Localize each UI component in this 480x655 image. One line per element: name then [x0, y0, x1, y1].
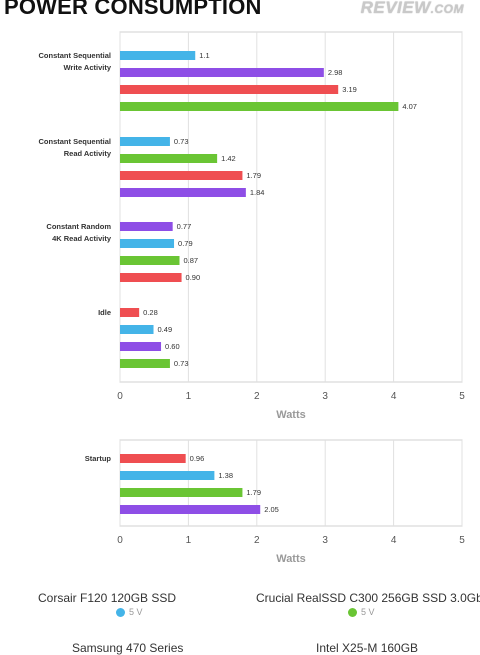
bar-crucial — [120, 154, 218, 163]
data-label: 2.05 — [264, 505, 279, 514]
data-label: 1.1 — [199, 51, 209, 60]
category-label: Constant Sequential — [38, 51, 111, 60]
x-tick-label: 5 — [459, 535, 465, 546]
data-label: 0.77 — [177, 222, 192, 231]
data-label: 1.38 — [218, 471, 233, 480]
category-label: Read Activity — [64, 149, 112, 158]
data-label: 0.28 — [143, 308, 158, 317]
bar-intel — [120, 454, 186, 463]
data-label: 0.96 — [190, 454, 205, 463]
bar-corsair — [120, 325, 154, 334]
data-label: 1.42 — [221, 154, 236, 163]
legend-dot-corsair — [116, 608, 125, 617]
bar-samsung — [120, 222, 173, 231]
legend-sub-crucial: 5 V — [361, 607, 375, 617]
data-label: 0.73 — [174, 137, 189, 146]
bar-corsair — [120, 471, 215, 480]
bar-samsung — [120, 68, 324, 77]
legend-dot-crucial — [348, 608, 357, 617]
bar-samsung — [120, 188, 246, 197]
data-label: 2.98 — [328, 68, 343, 77]
x-tick-label: 1 — [186, 535, 192, 546]
page-title: POWER CONSUMPTION — [4, 0, 262, 19]
category-label: Constant Random — [46, 222, 111, 231]
x-tick-label: 3 — [322, 535, 328, 546]
bar-corsair — [120, 239, 175, 248]
category-label: Write Activity — [63, 63, 111, 72]
legend-sub-corsair: 5 V — [129, 607, 143, 617]
site-logo: REVIEW.COM — [360, 0, 464, 17]
data-label: 0.79 — [178, 239, 193, 248]
data-label: 0.87 — [184, 256, 199, 265]
category-label: Constant Sequential — [38, 137, 111, 146]
category-label: 4K Read Activity — [52, 234, 112, 243]
bar-intel — [120, 85, 339, 94]
bar-intel — [120, 171, 243, 180]
data-label: 0.49 — [158, 325, 173, 334]
bar-crucial — [120, 256, 180, 265]
legend-name-corsair: Corsair F120 120GB SSD — [38, 591, 177, 605]
data-label: 1.79 — [246, 171, 261, 180]
bar-crucial — [120, 102, 399, 111]
chart-power-activities: 0 1 2 3 4 5 Watts Constant Sequential Write Acti… — [38, 31, 465, 421]
x-tick-label: 4 — [391, 391, 397, 402]
data-label: 0.60 — [165, 342, 180, 351]
x-tick-label: 1 — [186, 391, 192, 402]
x-axis-label: Watts — [276, 553, 306, 565]
data-label: 0.73 — [174, 359, 189, 368]
data-label: 1.79 — [246, 488, 261, 497]
x-axis-label: Watts — [276, 409, 306, 421]
legend-name-crucial: Crucial RealSSD C300 256GB SSD 3.0Gb/s — [256, 591, 480, 605]
category-label: Startup — [85, 454, 112, 463]
data-label: 0.90 — [186, 273, 201, 282]
bar-crucial — [120, 488, 243, 497]
bar-samsung — [120, 342, 162, 351]
x-tick-label: 2 — [254, 391, 260, 402]
legend-name-samsung: Samsung 470 Series — [72, 641, 184, 655]
bar-corsair — [120, 51, 196, 60]
bar-intel — [120, 273, 182, 282]
x-tick-label: 0 — [117, 391, 123, 402]
data-label: 4.07 — [402, 102, 417, 111]
bar-corsair — [120, 137, 170, 146]
x-tick-label: 2 — [254, 535, 260, 546]
x-tick-label: 3 — [322, 391, 328, 402]
data-label: 1.84 — [250, 188, 265, 197]
x-tick-label: 5 — [459, 391, 465, 402]
data-label: 3.19 — [342, 85, 357, 94]
x-tick-label: 4 — [391, 535, 397, 546]
bar-intel — [120, 308, 140, 317]
bar-crucial — [120, 359, 170, 368]
category-label: Idle — [98, 308, 111, 317]
x-tick-label: 0 — [117, 535, 123, 546]
legend-name-intel: Intel X25-M 160GB — [316, 641, 419, 655]
plot-area — [119, 439, 463, 527]
bar-samsung — [120, 505, 261, 514]
